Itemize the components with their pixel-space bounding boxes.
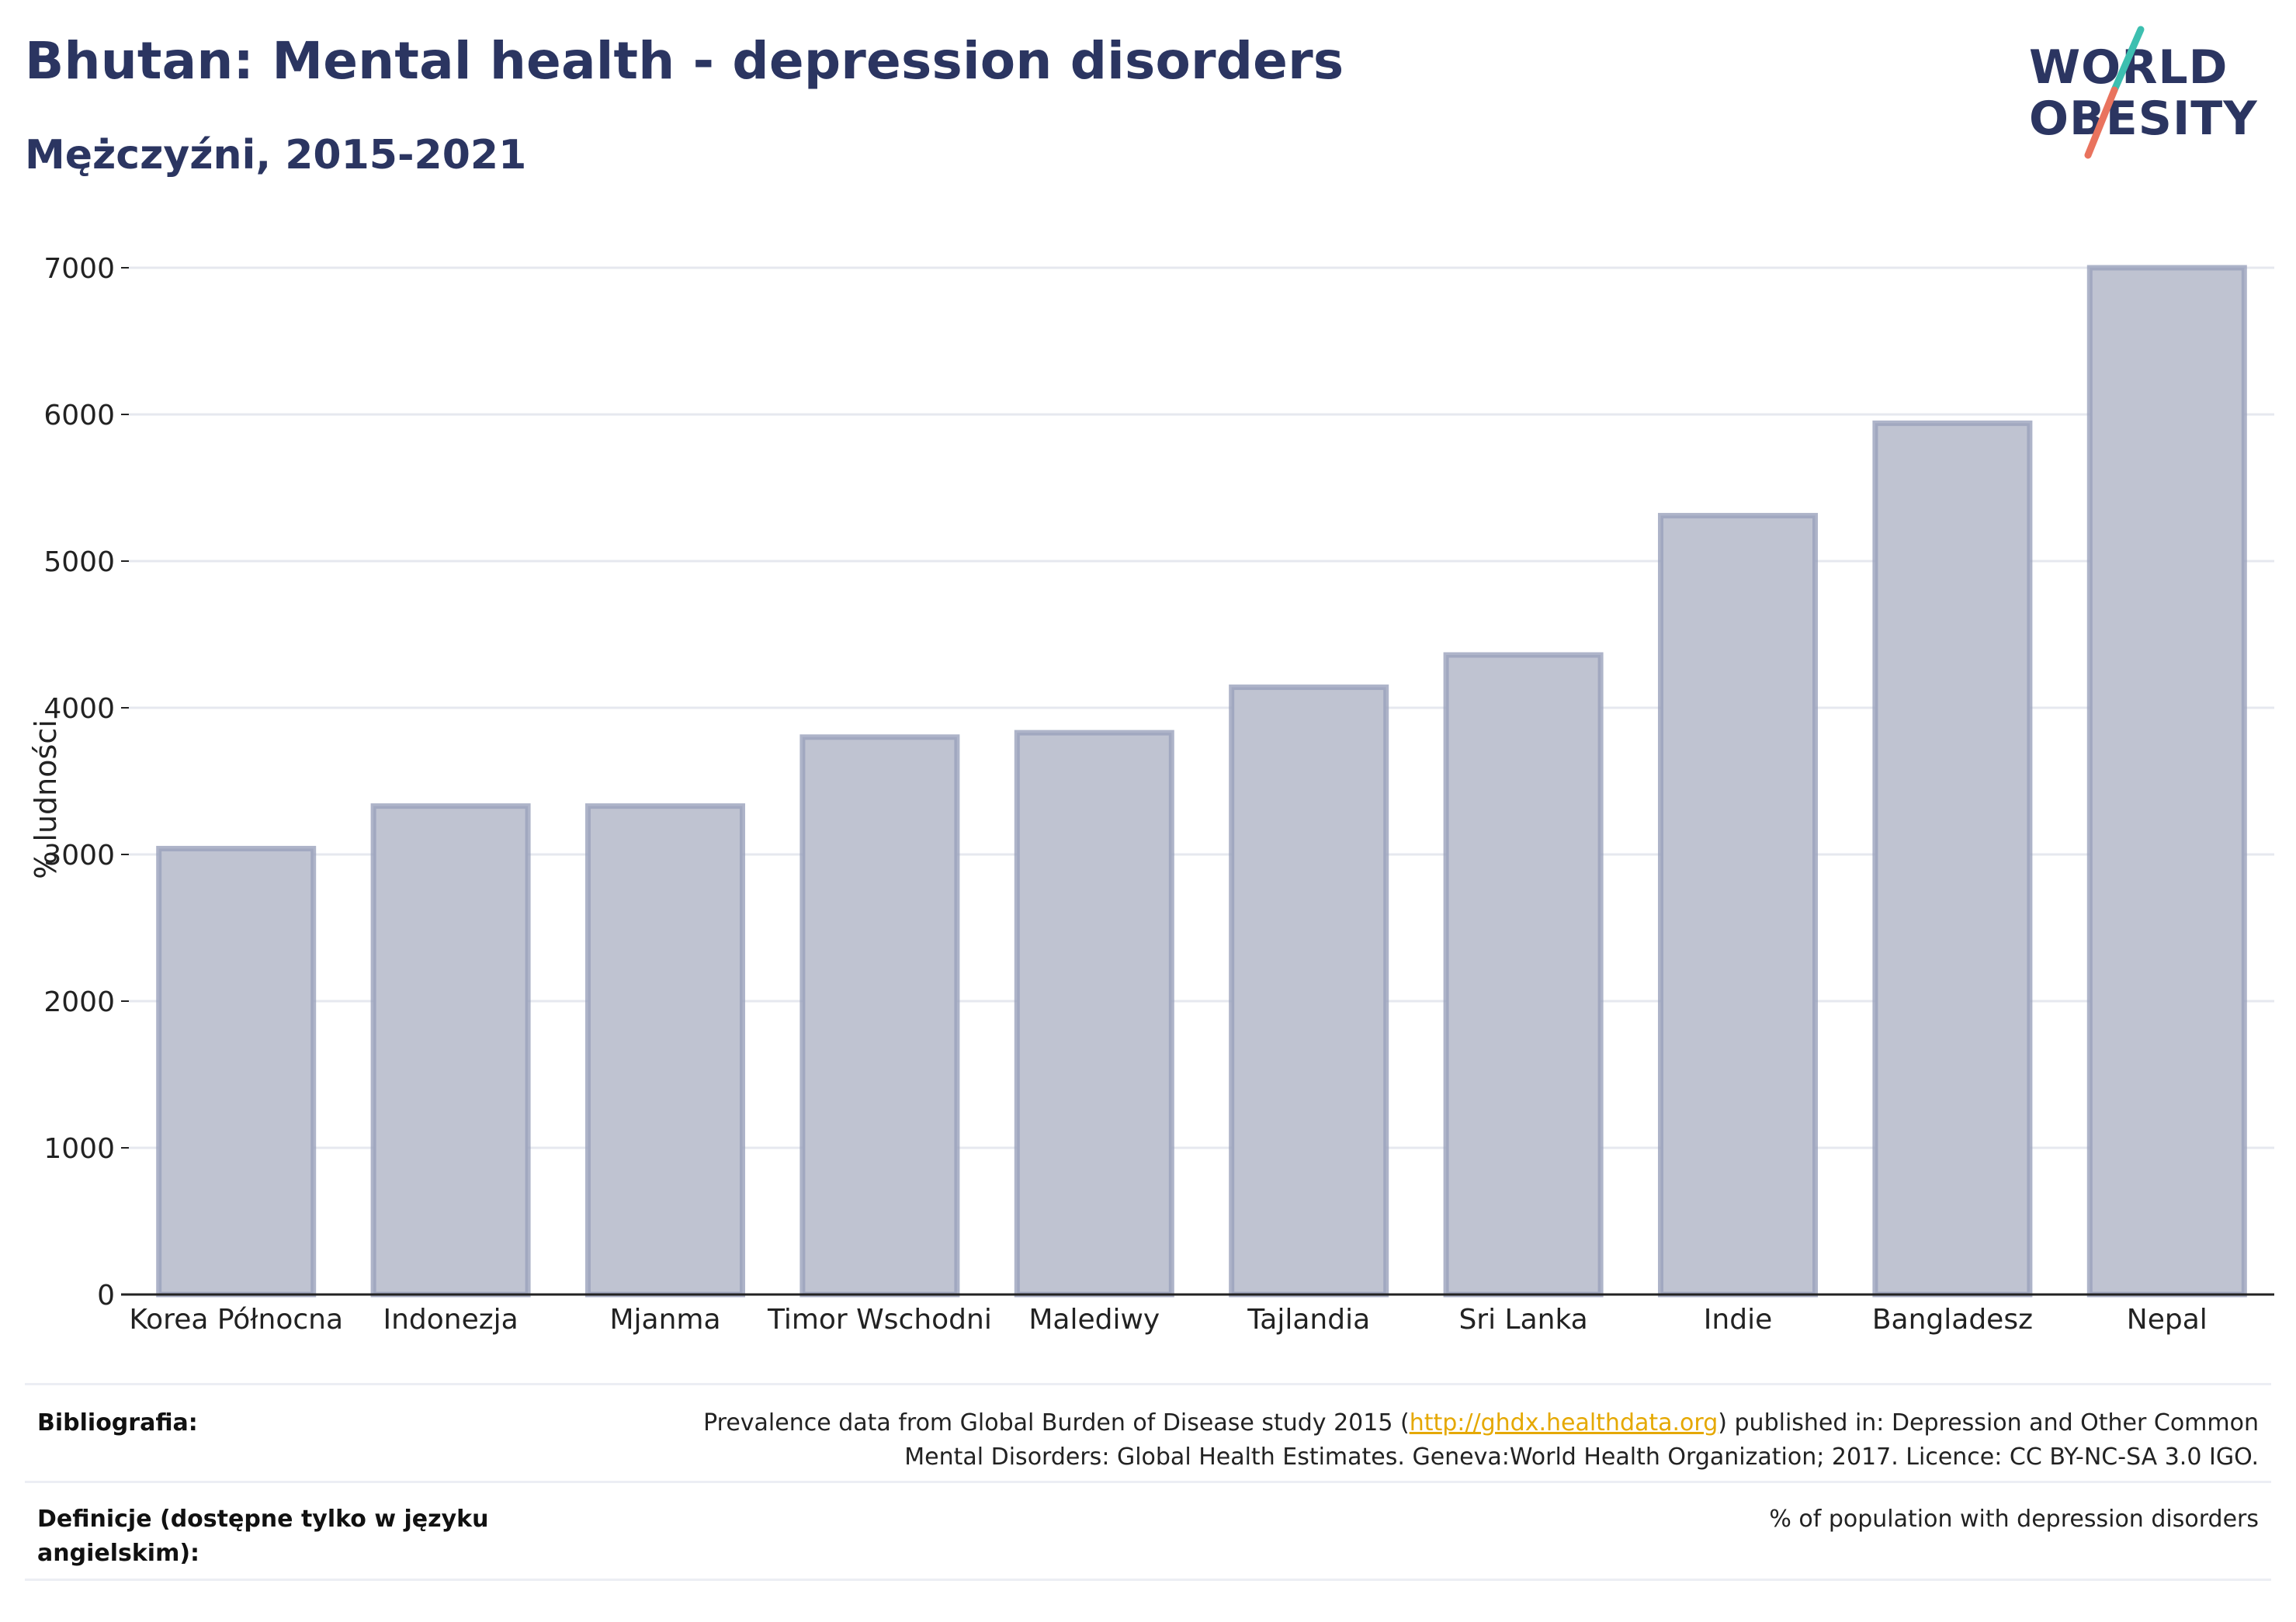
x-tick-label: Mjanma xyxy=(609,1304,720,1336)
y-axis-label: % ludności xyxy=(29,719,63,879)
x-tick-label: Malediwy xyxy=(1028,1304,1160,1336)
logo-word-obesity: OBESITY xyxy=(2029,92,2258,146)
bibliography-line-1: Prevalence data from Global Burden of Di… xyxy=(703,1406,2259,1440)
bar xyxy=(1872,420,2033,1298)
bibliography-label: Bibliografia: xyxy=(37,1409,198,1437)
y-tick-label: 2000 xyxy=(43,986,115,1018)
definitions-label-line-2: angielskim): xyxy=(37,1540,200,1567)
bars xyxy=(156,265,2247,1298)
x-tick-label: Bangladesz xyxy=(1872,1304,2033,1336)
world-obesity-logo: WORLD OBESITY xyxy=(2018,23,2282,163)
x-tick-label: Timor Wschodni xyxy=(767,1304,992,1336)
bar-chart: 0 1000 2000 3000 4000 5000 6000 7000 Korea Półno… xyxy=(29,253,2274,1336)
x-tick-label: Sri Lanka xyxy=(1458,1304,1587,1336)
bibliography-post: ) published in: Depression and Other Com… xyxy=(1718,1409,2259,1437)
y-tick-label: 5000 xyxy=(43,546,115,578)
bar xyxy=(370,803,531,1298)
logo-word-world: WORLD xyxy=(2029,40,2228,95)
bibliography-line-2: Mental Disorders: Global Health Estimate… xyxy=(904,1444,2259,1471)
x-tick-label: Tajlandia xyxy=(1247,1304,1370,1336)
definitions-label-line-1: Definicje (dostępne tylko w języku xyxy=(37,1506,489,1533)
chart-subtitle: Mężczyźni, 2015-2021 xyxy=(25,132,527,178)
bar xyxy=(799,734,960,1298)
y-tick-label: 0 xyxy=(97,1280,115,1312)
x-tick-label: Nepal xyxy=(2127,1304,2208,1336)
y-tick-label: 6000 xyxy=(43,400,115,431)
bar xyxy=(584,803,746,1298)
y-tick-label: 1000 xyxy=(43,1133,115,1165)
axes: 0 1000 2000 3000 4000 5000 6000 7000 Korea Półno… xyxy=(43,253,2274,1336)
definitions-label: Definicje (dostępne tylko w języku angie… xyxy=(37,1502,488,1571)
bar xyxy=(1443,652,1604,1298)
x-tick-label: Indie xyxy=(1704,1304,1772,1336)
y-tick-label: 7000 xyxy=(43,253,115,285)
definitions-text: % of population with depression disorder… xyxy=(1769,1506,2259,1533)
y-tick-label: 3000 xyxy=(43,840,115,872)
y-tick-label: 4000 xyxy=(43,693,115,725)
chart-title: Bhutan: Mental health - depression disor… xyxy=(25,31,1344,91)
bar xyxy=(1014,730,1174,1298)
logo-slash-icon xyxy=(2084,26,2145,159)
x-tick-label: Korea Północna xyxy=(129,1304,343,1336)
bibliography-pre: Prevalence data from Global Burden of Di… xyxy=(703,1409,1410,1437)
bar xyxy=(1657,512,1819,1298)
footer-divider-bottom xyxy=(25,1579,2271,1581)
footer-divider-middle xyxy=(25,1481,2271,1483)
bibliography-link[interactable]: http://ghdx.healthdata.org xyxy=(1409,1409,1719,1437)
bibliography-text: Prevalence data from Global Burden of Di… xyxy=(703,1406,2259,1475)
bar xyxy=(156,845,317,1298)
bar xyxy=(1229,684,1389,1298)
bar xyxy=(2086,265,2247,1298)
x-tick-label: Indonezja xyxy=(383,1304,518,1336)
footer-divider-top xyxy=(25,1383,2271,1385)
